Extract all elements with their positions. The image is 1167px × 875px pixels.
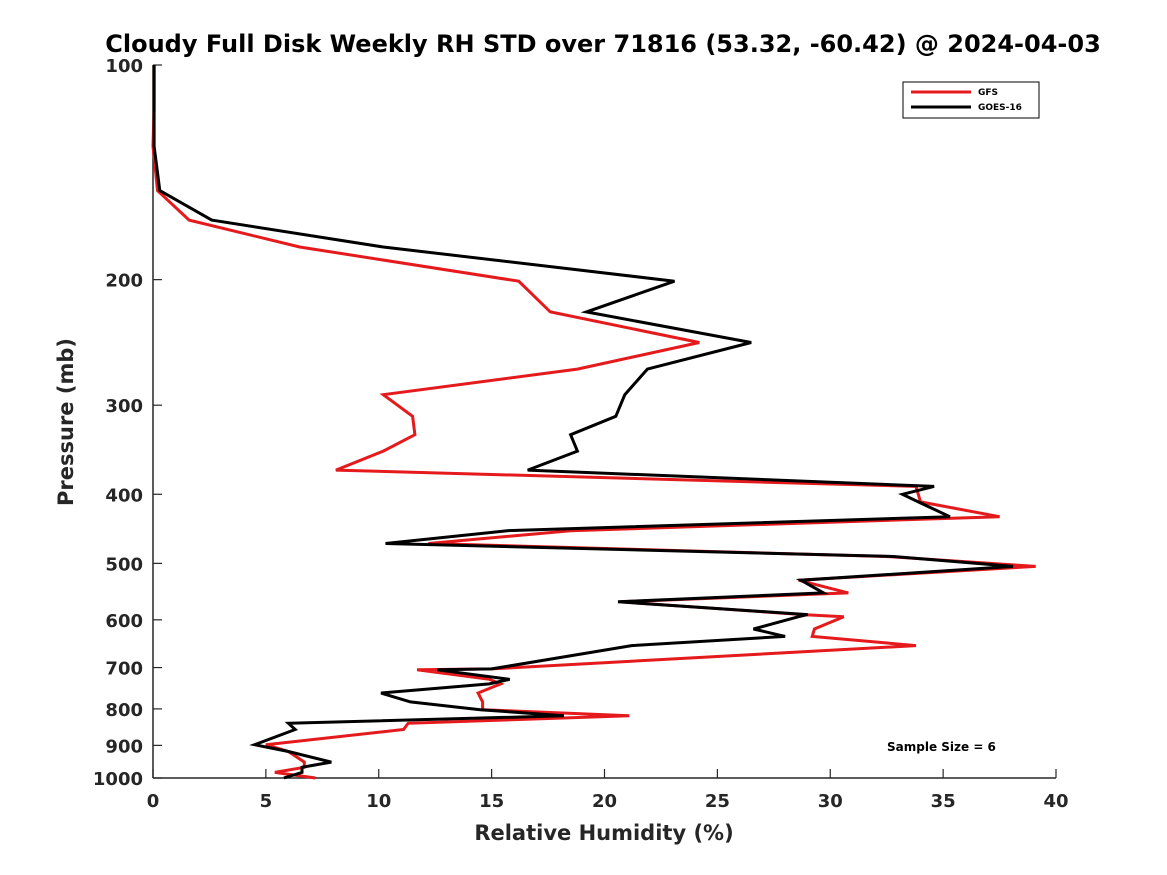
y-axis-ticks: 100 200 300 400 500 600 700 800 900 1000: [93, 56, 162, 790]
x-axis-ticks: 0 5 10 15 20 25 30 35 40: [147, 769, 1069, 812]
y-tick-label: 500: [105, 554, 143, 575]
series-line-goes16: [152, 65, 1014, 780]
y-tick-label: 900: [105, 736, 143, 757]
x-tick-label: 30: [818, 791, 843, 812]
x-axis-label: Relative Humidity (%): [474, 821, 733, 845]
x-tick-label: 10: [366, 791, 391, 812]
legend-box: [902, 81, 1040, 119]
x-tick-label: 5: [260, 791, 273, 812]
sample-size-annotation: Sample Size = 6: [887, 740, 996, 754]
y-tick-label: 700: [105, 659, 143, 680]
x-tick-label: 35: [931, 791, 956, 812]
series-layer: [151, 65, 1036, 780]
y-axis-label: Pressure (mb): [54, 338, 78, 506]
y-tick-label: 1000: [93, 769, 143, 790]
y-tick-label: 100: [105, 56, 143, 77]
x-tick-label: 15: [479, 791, 504, 812]
x-tick-label: 25: [705, 791, 730, 812]
y-tick-label: 300: [105, 396, 143, 417]
y-tick-label: 400: [105, 485, 143, 506]
chart-title: Cloudy Full Disk Weekly RH STD over 7181…: [105, 30, 1101, 58]
legend: GFS GOES-16: [902, 81, 1040, 119]
x-tick-label: 0: [147, 791, 160, 812]
x-tick-label: 20: [592, 791, 617, 812]
legend-label-goes16: GOES-16: [978, 103, 1022, 113]
y-tick-label: 800: [105, 700, 143, 721]
y-tick-label: 600: [105, 611, 143, 632]
legend-label-gfs: GFS: [978, 88, 998, 98]
y-tick-label: 200: [105, 271, 143, 292]
x-tick-label: 40: [1043, 791, 1068, 812]
